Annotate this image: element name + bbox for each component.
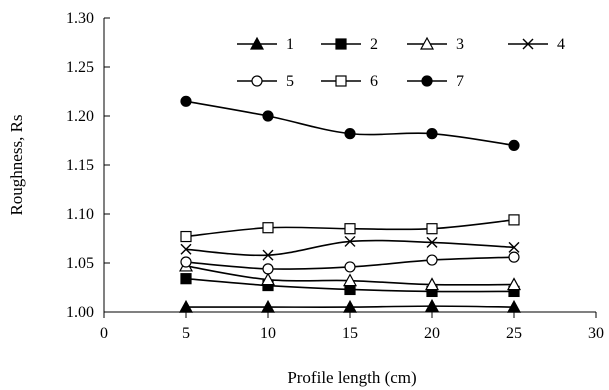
x-axis-title: Profile length (cm) xyxy=(287,368,416,387)
series-5-point xyxy=(344,261,356,273)
legend-marker xyxy=(522,38,534,50)
y-tick-label: 1.30 xyxy=(66,10,94,27)
series-3-point xyxy=(260,272,276,286)
series-2-point xyxy=(180,273,192,285)
x-tick-label: 15 xyxy=(342,325,358,342)
series-5-point xyxy=(508,251,520,263)
series-1-point xyxy=(342,299,358,313)
series-6-point xyxy=(344,223,356,235)
series-5 xyxy=(180,251,520,275)
marker-x-stroke xyxy=(262,249,274,261)
legend-marker xyxy=(251,75,263,87)
legend-label: 7 xyxy=(456,73,464,90)
series-1-point xyxy=(424,298,440,312)
x-tick-label: 0 xyxy=(100,325,108,342)
legend-marker xyxy=(335,75,347,87)
y-tick-label: 1.05 xyxy=(66,255,94,272)
series-7-point xyxy=(262,110,274,122)
marker-x-stroke xyxy=(426,236,438,248)
legend-item-6: 6 xyxy=(321,73,378,90)
marker-x-stroke xyxy=(344,235,356,247)
legend-label: 2 xyxy=(370,36,378,53)
series-4-point xyxy=(426,236,438,248)
y-tick-label: 1.10 xyxy=(66,206,94,223)
legend-marker xyxy=(419,36,435,50)
legend-marker xyxy=(421,75,433,87)
series-5-point xyxy=(180,256,192,268)
legend-label: 4 xyxy=(557,36,565,53)
y-tick-label: 1.20 xyxy=(66,108,94,125)
series-6-point xyxy=(180,230,192,243)
series-2 xyxy=(180,273,520,298)
series-3-point xyxy=(342,273,358,287)
series-4-point xyxy=(262,249,274,261)
legend-item-7: 7 xyxy=(407,73,464,90)
legend-label: 5 xyxy=(286,73,294,90)
series-1 xyxy=(178,298,522,313)
series-4-point xyxy=(180,243,192,255)
legend-item-5: 5 xyxy=(237,73,294,90)
y-axis-title: Roughness, Rs xyxy=(7,114,26,215)
y-tick-label: 1.15 xyxy=(66,157,94,174)
series-7-point xyxy=(426,128,438,140)
series-7 xyxy=(180,95,520,151)
legend-item-1: 1 xyxy=(237,36,294,53)
series-7-point xyxy=(508,139,520,151)
series-1-point xyxy=(178,299,194,313)
series-3 xyxy=(178,258,522,291)
marker-x-stroke xyxy=(522,38,534,50)
x-tick-label: 30 xyxy=(588,325,604,342)
series-3-point xyxy=(424,277,440,291)
series-6 xyxy=(180,214,520,243)
x-tick-label: 5 xyxy=(182,325,190,342)
legend-marker xyxy=(249,36,265,50)
y-tick-label: 1.00 xyxy=(66,304,94,321)
marker-x-stroke xyxy=(180,243,192,255)
series-4-point xyxy=(508,241,520,253)
series-5-point xyxy=(262,263,274,275)
legend-label: 3 xyxy=(456,36,464,53)
legend-item-2: 2 xyxy=(321,36,378,53)
series-6-point xyxy=(508,214,520,226)
series-4-point xyxy=(344,235,356,247)
series-1-point xyxy=(260,299,276,313)
x-tick-label: 10 xyxy=(260,325,276,342)
series-4 xyxy=(180,235,520,261)
x-tick-label: 20 xyxy=(424,325,440,342)
marker-x-stroke xyxy=(508,241,520,253)
legend-marker xyxy=(335,38,347,50)
series-6-point xyxy=(262,222,274,234)
series-7-point xyxy=(180,95,192,107)
series-3-point xyxy=(506,277,522,291)
series-4-line xyxy=(185,239,515,257)
series-7-point xyxy=(344,128,356,140)
x-tick-label: 25 xyxy=(506,325,522,342)
y-tick-label: 1.25 xyxy=(66,59,94,76)
series-1-point xyxy=(506,299,522,313)
series-5-point xyxy=(426,254,438,266)
legend-label: 1 xyxy=(286,36,294,53)
series-6-point xyxy=(426,223,438,235)
legend-label: 6 xyxy=(370,73,378,90)
legend-item-3: 3 xyxy=(407,36,464,53)
legend-item-4: 4 xyxy=(508,36,565,53)
